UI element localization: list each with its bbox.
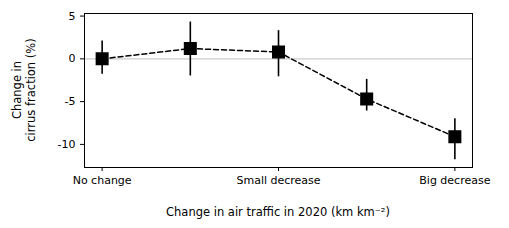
svg-text:Change incirrus fraction (%): Change incirrus fraction (%) xyxy=(10,38,38,141)
svg-text:Change in air traffic in 2020: Change in air traffic in 2020 (km km⁻²) xyxy=(166,205,390,219)
svg-text:-10: -10 xyxy=(58,138,76,151)
svg-text:-5: -5 xyxy=(65,95,76,108)
svg-text:No change: No change xyxy=(73,174,132,187)
svg-text:Big decrease: Big decrease xyxy=(419,174,490,187)
svg-text:0: 0 xyxy=(69,52,76,65)
svg-text:5: 5 xyxy=(69,10,76,23)
svg-text:Small decrease: Small decrease xyxy=(236,174,320,187)
